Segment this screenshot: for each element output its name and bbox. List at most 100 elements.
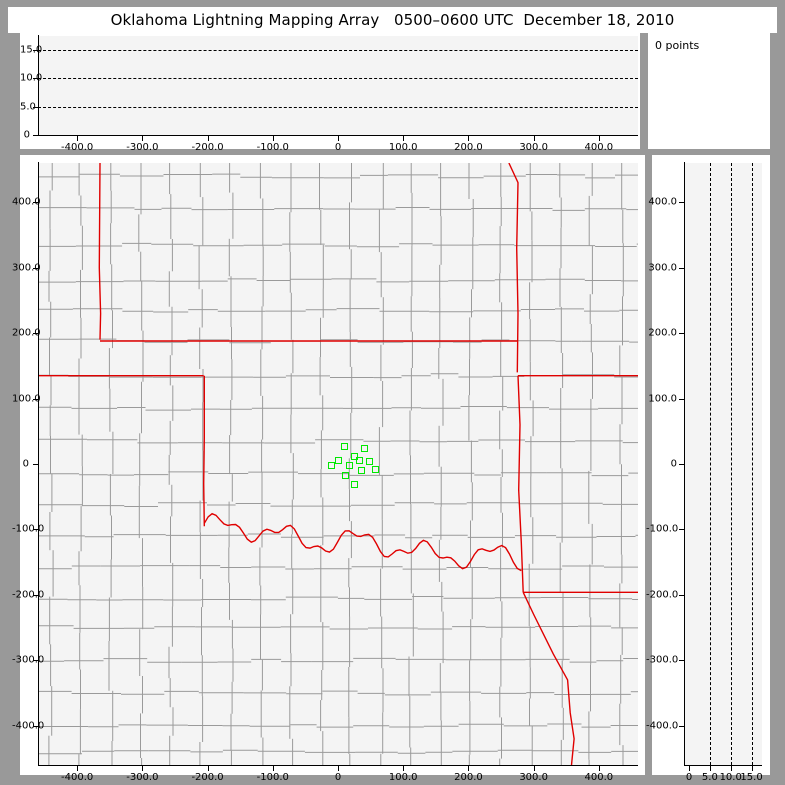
y-tick xyxy=(33,202,38,204)
y-tick-label: 400.0 xyxy=(648,196,677,208)
x-tick xyxy=(598,136,600,141)
x-tick xyxy=(142,766,144,771)
y-tick-label: 0 xyxy=(23,129,30,141)
y-tick xyxy=(679,725,684,727)
x-tick xyxy=(533,766,535,771)
x-tick xyxy=(468,766,470,771)
x-tick xyxy=(338,136,339,141)
x-tick xyxy=(207,766,209,771)
gridline-vertical xyxy=(730,163,732,765)
x-tick xyxy=(77,766,79,771)
y-tick-label: 10.0 xyxy=(20,72,43,84)
right-panel-y-axis xyxy=(684,162,685,765)
height-latitude-plot-area[interactable] xyxy=(684,163,762,765)
x-tick xyxy=(403,136,405,141)
time-height-panel[interactable]: 0 5.0 10.0 15.0 -400.0 -300.0 -200.0 -100.0 0 100… xyxy=(20,33,640,153)
x-tick-label: -400.0 xyxy=(61,142,94,153)
vhf-source-marker xyxy=(327,461,335,469)
y-tick-label: -100.0 xyxy=(12,523,45,535)
x-tick-label: -100.0 xyxy=(256,142,289,153)
y-tick-label: 200.0 xyxy=(648,327,677,339)
vhf-source-marker xyxy=(341,442,349,450)
y-tick-label: 100.0 xyxy=(12,393,41,405)
y-tick xyxy=(33,106,38,108)
y-tick-label: 0 xyxy=(22,458,29,470)
map-plot-area[interactable] xyxy=(38,163,638,765)
y-tick-label: 0 xyxy=(670,458,677,470)
y-tick xyxy=(33,660,38,662)
vhf-source-marker xyxy=(356,456,364,464)
x-tick-label: 300.0 xyxy=(519,772,548,783)
y-tick xyxy=(679,333,684,335)
vhf-source-marker xyxy=(357,467,365,475)
x-tick-label: 5.0 xyxy=(701,772,718,783)
gridline-horizontal xyxy=(38,78,638,80)
vhf-source-marker xyxy=(341,471,349,479)
gridline-vertical xyxy=(709,163,711,765)
x-tick xyxy=(338,766,339,771)
x-tick xyxy=(598,766,600,771)
y-tick xyxy=(33,594,38,596)
y-tick-label: -300.0 xyxy=(12,654,45,666)
gridline-vertical xyxy=(751,163,753,765)
y-tick-label: -400.0 xyxy=(12,720,45,732)
y-tick xyxy=(679,202,684,204)
x-tick xyxy=(751,766,753,771)
x-tick xyxy=(533,136,535,141)
points-info-panel: 0 points xyxy=(648,33,770,149)
y-tick xyxy=(679,660,684,662)
x-tick-label: 10.0 xyxy=(719,772,742,783)
y-tick xyxy=(33,529,38,531)
gridline-horizontal xyxy=(38,106,638,108)
y-tick xyxy=(33,725,38,727)
x-tick-label: 15.0 xyxy=(740,772,763,783)
x-tick-label: -300.0 xyxy=(126,142,159,153)
vhf-source-marker xyxy=(351,481,359,489)
y-tick xyxy=(33,464,38,465)
x-tick-label: 200.0 xyxy=(454,772,483,783)
y-tick-label: -300.0 xyxy=(646,654,679,666)
x-tick xyxy=(689,766,690,771)
y-tick xyxy=(679,529,684,531)
map-geography xyxy=(38,163,638,765)
x-tick-label: 400.0 xyxy=(584,142,614,153)
points-count-label: 0 points xyxy=(655,39,700,52)
window-title-bar: Oklahoma Lightning Mapping Array 0500–06… xyxy=(8,7,777,33)
x-tick-label: -200.0 xyxy=(191,142,224,153)
x-tick-label: -300.0 xyxy=(126,772,159,783)
top-panel-y-axis xyxy=(38,35,39,135)
vhf-source-marker xyxy=(361,445,369,453)
x-tick xyxy=(142,136,144,141)
vhf-source-marker xyxy=(346,462,354,470)
y-tick xyxy=(679,594,684,596)
y-tick-label: -400.0 xyxy=(646,720,679,732)
map-x-axis xyxy=(38,765,638,766)
y-tick xyxy=(679,398,684,400)
y-tick-label: -200.0 xyxy=(646,589,679,601)
y-tick-label: 400.0 xyxy=(12,196,41,208)
y-tick xyxy=(33,267,38,269)
y-tick xyxy=(33,333,38,335)
x-tick-label: 0 xyxy=(334,142,342,153)
x-tick xyxy=(272,766,274,771)
x-tick xyxy=(77,136,79,141)
x-tick xyxy=(468,136,470,141)
x-tick-label: -100.0 xyxy=(256,772,289,783)
gridline-horizontal xyxy=(38,50,638,52)
y-tick xyxy=(679,267,684,269)
y-tick-label: 100.0 xyxy=(648,393,677,405)
x-tick-label: 0 xyxy=(334,772,342,783)
time-height-plot-area[interactable] xyxy=(38,36,638,135)
y-tick-label: 300.0 xyxy=(648,262,677,274)
vhf-source-marker xyxy=(365,457,373,465)
x-tick xyxy=(272,136,274,141)
map-y-axis xyxy=(38,162,39,765)
plan-view-map-panel[interactable]: -400.0 -300.0 -200.0 -100.0 0 100.0 200.0 300.0… xyxy=(12,155,645,783)
right-panel-x-axis xyxy=(684,765,762,766)
page-title: Oklahoma Lightning Mapping Array 0500–06… xyxy=(110,11,675,29)
x-tick xyxy=(730,766,732,771)
height-latitude-panel[interactable]: -400.0 -300.0 -200.0 -100.0 0 100.0 200.0 300.0… xyxy=(646,155,770,783)
x-tick-label: 300.0 xyxy=(519,142,548,153)
y-tick xyxy=(679,464,684,465)
